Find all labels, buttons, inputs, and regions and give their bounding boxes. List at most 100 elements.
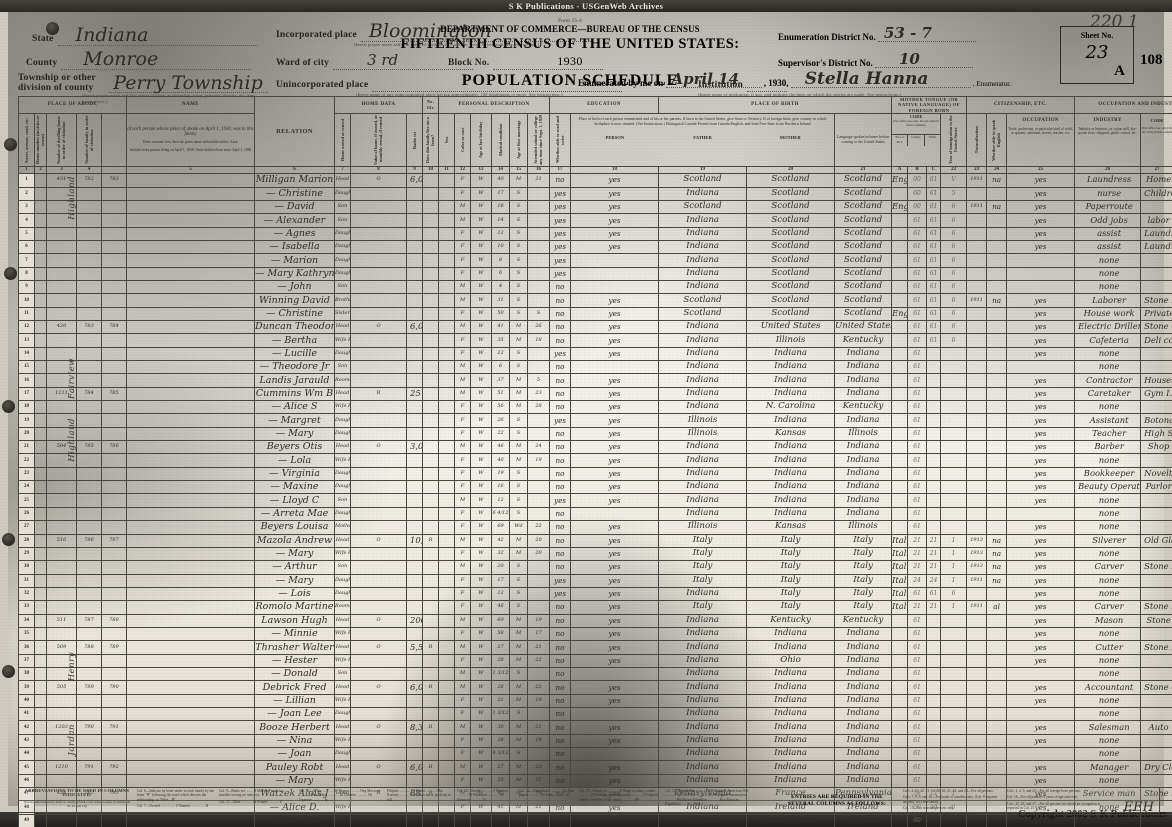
cell-cb[interactable]	[926, 613, 942, 628]
cell-name[interactable]: — Mary Kathryn	[254, 266, 335, 281]
cell-sex[interactable]: M	[454, 213, 471, 228]
cell-ca[interactable]: 21	[907, 600, 928, 615]
table-row[interactable]: 7— MarionDaughterFW8SyesIndianaScotlandS…	[18, 253, 1172, 268]
cell-__blank[interactable]	[126, 440, 255, 455]
cell-ind[interactable]	[1140, 666, 1172, 682]
cell-cc[interactable]	[940, 493, 968, 508]
cell-race[interactable]: W	[470, 706, 492, 722]
cell-cc[interactable]	[940, 520, 968, 535]
cell-agem[interactable]: 19	[526, 453, 551, 468]
cell-agem[interactable]: 20	[526, 546, 551, 562]
cell-farm[interactable]	[438, 480, 455, 495]
cell-ca[interactable]: 61	[907, 773, 928, 789]
cell-imm[interactable]	[966, 693, 988, 708]
cell-school[interactable]: no	[549, 506, 572, 522]
cell-age[interactable]: 12	[491, 586, 510, 602]
cell-imm[interactable]	[966, 640, 988, 655]
cell-farm[interactable]	[438, 360, 455, 375]
cell-relation[interactable]: Daughter	[334, 239, 351, 255]
cell-pobf[interactable]: Scotland	[746, 279, 836, 295]
cell-ca[interactable]: 61	[907, 213, 928, 228]
cell-imm[interactable]	[966, 239, 988, 255]
cell-agem[interactable]	[526, 813, 551, 827]
table-row[interactable]: 24— MaxineDaughterFW16SnoyesIndianaIndia…	[18, 480, 1172, 495]
cell-ind[interactable]: labor	[1140, 213, 1172, 228]
cell-relation[interactable]: Roomer	[334, 600, 351, 615]
cell-pobm[interactable]: Italy	[834, 533, 893, 548]
cell-tongue[interactable]	[891, 466, 909, 482]
cell-eng[interactable]: yes	[1006, 493, 1076, 508]
cell-family[interactable]: 785	[101, 386, 127, 402]
cell-street[interactable]	[34, 239, 47, 255]
cell-pob[interactable]: Indiana	[658, 239, 748, 255]
cell-school[interactable]: no	[549, 626, 572, 642]
cell-marital[interactable]: S	[509, 226, 528, 241]
cell-age[interactable]: 14	[491, 213, 510, 228]
cell-rw[interactable]: yes	[570, 573, 660, 588]
cell-marital[interactable]: S	[509, 426, 528, 442]
cell-occ[interactable]: Beauty Operator	[1074, 480, 1142, 495]
cell-__blank[interactable]	[126, 413, 255, 428]
cell-agem[interactable]: S	[526, 306, 551, 322]
cell-pobm[interactable]: Indiana	[834, 346, 893, 362]
cell-house[interactable]	[46, 573, 77, 588]
cell-house[interactable]	[46, 520, 77, 535]
cell-__blank[interactable]	[126, 746, 255, 762]
cell-cc[interactable]	[940, 453, 968, 468]
cell-pobm[interactable]: Scotland	[834, 279, 893, 295]
cell-sex[interactable]: F	[454, 306, 471, 322]
cell-street[interactable]	[34, 333, 47, 348]
cell-relation[interactable]: Head	[334, 613, 351, 628]
cell-pob[interactable]: Scotland	[658, 199, 748, 215]
cell-ca[interactable]: 61	[907, 720, 928, 735]
cell-house[interactable]	[46, 693, 77, 708]
cell-occ[interactable]: House work	[1074, 306, 1142, 322]
cell-sex[interactable]: F	[454, 466, 471, 482]
cell-ca[interactable]: 61	[907, 373, 928, 388]
cell-relation[interactable]: Sister	[334, 306, 351, 322]
cell-street[interactable]	[34, 199, 47, 215]
cell-tongue[interactable]	[891, 640, 909, 655]
cell-pob[interactable]: Illinois	[658, 426, 748, 442]
cell-tongue[interactable]	[891, 373, 909, 388]
cell-occ[interactable]: assist	[1074, 239, 1142, 255]
cell-name[interactable]: Mazola Andrew	[254, 533, 335, 548]
cell-name[interactable]: — Margret	[254, 413, 335, 428]
cell-rw[interactable]: yes	[570, 213, 660, 228]
cell-pob[interactable]: Indiana	[658, 640, 748, 655]
cell-cc[interactable]	[940, 666, 968, 682]
cell-dwelling[interactable]: 783	[76, 319, 102, 335]
cell-agem[interactable]: 19	[526, 693, 551, 708]
cell-street[interactable]	[34, 293, 47, 308]
cell-name[interactable]: — Alice S	[254, 400, 335, 415]
cell-occ[interactable]: Salesman	[1074, 720, 1142, 735]
cell-street[interactable]	[34, 386, 47, 402]
cell-own[interactable]	[350, 520, 407, 535]
cell-ca[interactable]: 61	[907, 706, 928, 722]
cell-occ[interactable]: none	[1074, 733, 1142, 749]
cell-own[interactable]	[350, 373, 407, 388]
cell-__blank[interactable]	[126, 466, 255, 482]
cell-agem[interactable]: 19	[526, 613, 551, 628]
cell-tongue[interactable]	[891, 720, 909, 735]
cell-sex[interactable]: F	[454, 693, 471, 708]
cell-own[interactable]	[350, 600, 407, 615]
cell-ind[interactable]	[1140, 773, 1172, 789]
cell-race[interactable]: W	[470, 520, 492, 535]
cell-relation[interactable]: Wife H	[334, 400, 351, 415]
cell-ind[interactable]	[1140, 653, 1172, 668]
cell-dwelling[interactable]	[76, 506, 102, 522]
cell-cc[interactable]	[940, 760, 968, 775]
cell-imm[interactable]	[966, 279, 988, 295]
cell-house[interactable]	[46, 226, 77, 241]
cell-cb[interactable]: 61	[926, 319, 942, 335]
cell-occ[interactable]: Laborer	[1074, 293, 1142, 308]
cell-house[interactable]	[46, 493, 77, 508]
cell-school[interactable]: no	[549, 293, 572, 308]
cell-nat[interactable]	[986, 746, 1008, 762]
cell-school[interactable]: no	[549, 746, 572, 762]
cell-family[interactable]	[101, 453, 127, 468]
ed-value[interactable]: 53 - 7	[884, 24, 932, 42]
cell-name[interactable]: Cummins Wm B	[254, 386, 335, 402]
